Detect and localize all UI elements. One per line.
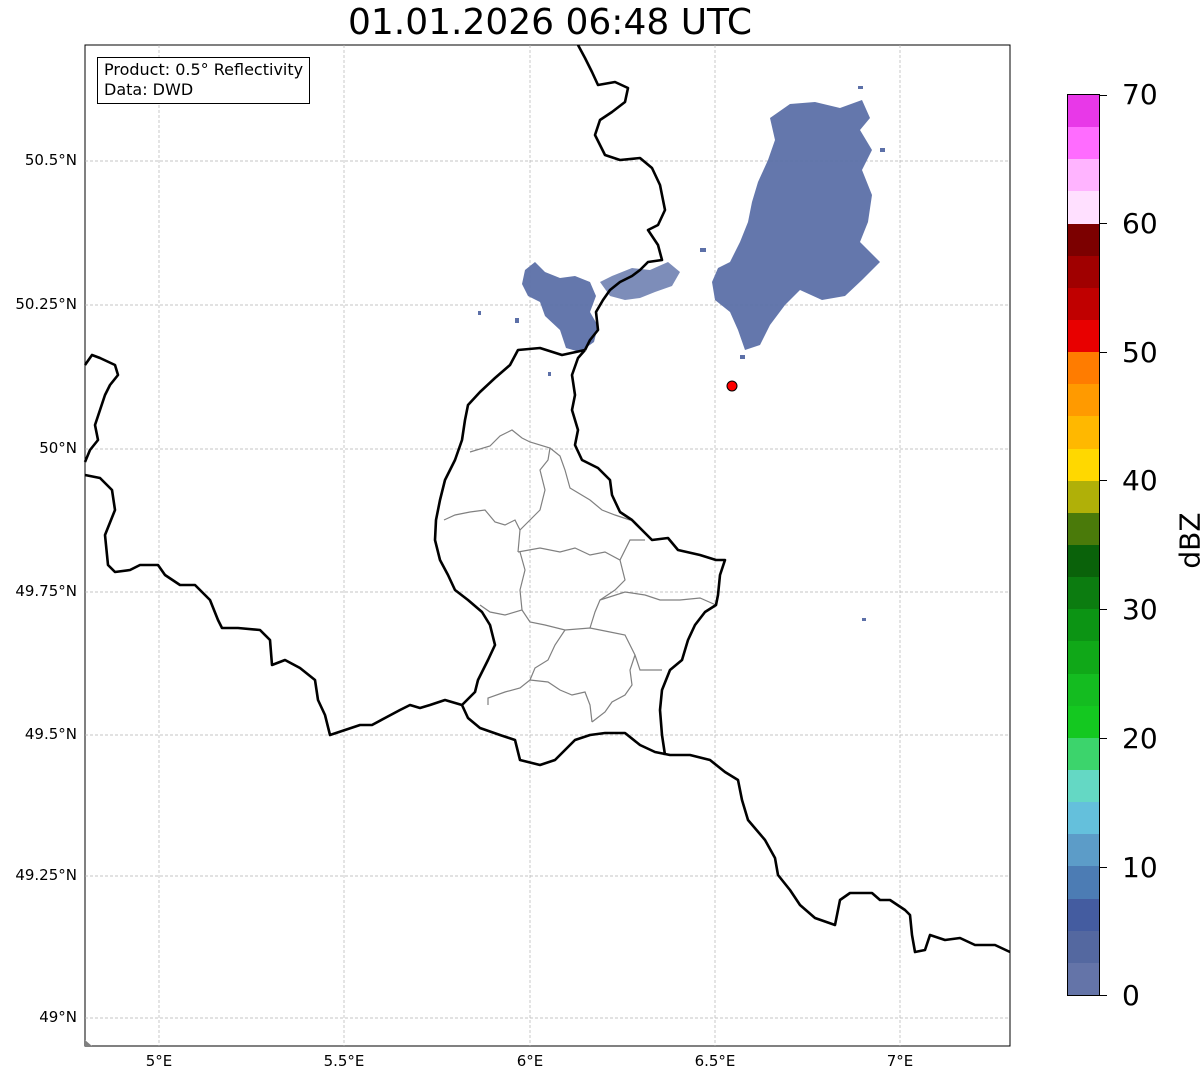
- lon-label-6: 6°E: [516, 1052, 544, 1070]
- colorbar-tickmark: [1100, 95, 1107, 96]
- lat-label-50: 50°N: [39, 439, 77, 457]
- colorbar-tickmark: [1100, 223, 1107, 224]
- colorbar-label: dBZ: [1173, 512, 1202, 569]
- colorbar-segment: [1068, 673, 1099, 706]
- colorbar-segment: [1068, 159, 1099, 192]
- lat-label-50.25: 50.25°N: [15, 295, 77, 313]
- colorbar-segment: [1068, 480, 1099, 513]
- colorbar-segment: [1068, 384, 1099, 417]
- colorbar-segment: [1068, 544, 1099, 578]
- page-title: 01.01.2026 06:48 UTC: [347, 2, 753, 43]
- lat-label-50.5: 50.5°N: [24, 151, 77, 169]
- lat-label-49.25: 49.25°N: [15, 866, 77, 884]
- colorbar-segment: [1068, 769, 1099, 803]
- colorbar-segment: [1068, 512, 1099, 545]
- colorbar-segment: [1068, 255, 1099, 288]
- colorbar-tick-70: 70: [1122, 78, 1158, 111]
- colorbar-tick-60: 60: [1122, 207, 1158, 240]
- colorbar-segment: [1068, 962, 1099, 995]
- radar-echoes: [478, 86, 885, 621]
- lat-label-49.75: 49.75°N: [15, 582, 77, 600]
- colorbar: [1067, 94, 1100, 996]
- colorbar-tick-10: 10: [1122, 851, 1158, 884]
- district-borders: [443, 429, 717, 723]
- colorbar-segment: [1068, 223, 1099, 256]
- colorbar-segment: [1068, 898, 1099, 931]
- product-info-box: Product: 0.5° Reflectivity Data: DWD: [97, 57, 311, 104]
- echo-cluster-north-east: [712, 100, 880, 350]
- echo-cluster-middle: [600, 262, 680, 300]
- colorbar-segment: [1068, 866, 1099, 899]
- colorbar-segment: [1068, 352, 1099, 385]
- colorbar-segment: [1068, 127, 1099, 160]
- colorbar-tick-50: 50: [1122, 336, 1158, 369]
- colorbar-segment: [1068, 641, 1099, 674]
- radar-site-marker: [726, 380, 738, 392]
- lat-label-49: 49°N: [39, 1008, 77, 1026]
- colorbar-tickmark: [1100, 480, 1107, 481]
- product-label: Product: 0.5° Reflectivity: [104, 60, 304, 79]
- lon-label-5.5: 5.5°E: [323, 1052, 365, 1070]
- colorbar-segment: [1068, 416, 1099, 449]
- corner-artifact: [85, 1040, 92, 1046]
- colorbar-tickmark: [1100, 352, 1107, 353]
- colorbar-segment: [1068, 737, 1099, 770]
- colorbar-segment: [1068, 609, 1099, 642]
- colorbar-segment: [1068, 834, 1099, 867]
- colorbar-tickmark: [1100, 867, 1107, 868]
- colorbar-tick-30: 30: [1122, 593, 1158, 626]
- national-borders: [83, 44, 1011, 954]
- colorbar-tickmark: [1100, 738, 1107, 739]
- lon-label-7: 7°E: [886, 1052, 914, 1070]
- lon-label-6.5: 6.5°E: [694, 1052, 736, 1070]
- colorbar-segment: [1068, 448, 1099, 481]
- colorbar-tick-20: 20: [1122, 722, 1158, 755]
- colorbar-tickmark: [1100, 995, 1107, 996]
- colorbar-segment: [1068, 191, 1099, 224]
- colorbar-tick-0: 0: [1122, 979, 1140, 1012]
- data-source-label: Data: DWD: [104, 80, 194, 99]
- colorbar-tick-40: 40: [1122, 464, 1158, 497]
- echo-cluster-west: [522, 262, 598, 352]
- colorbar-segment: [1068, 705, 1099, 738]
- colorbar-segment: [1068, 577, 1099, 610]
- lon-label-5: 5°E: [145, 1052, 173, 1070]
- colorbar-segment: [1068, 319, 1099, 353]
- colorbar-segment: [1068, 802, 1099, 835]
- lat-label-49.5: 49.5°N: [24, 725, 77, 743]
- colorbar-segment: [1068, 287, 1099, 320]
- colorbar-segment: [1068, 95, 1099, 128]
- colorbar-tickmark: [1100, 609, 1107, 610]
- colorbar-segment: [1068, 930, 1099, 963]
